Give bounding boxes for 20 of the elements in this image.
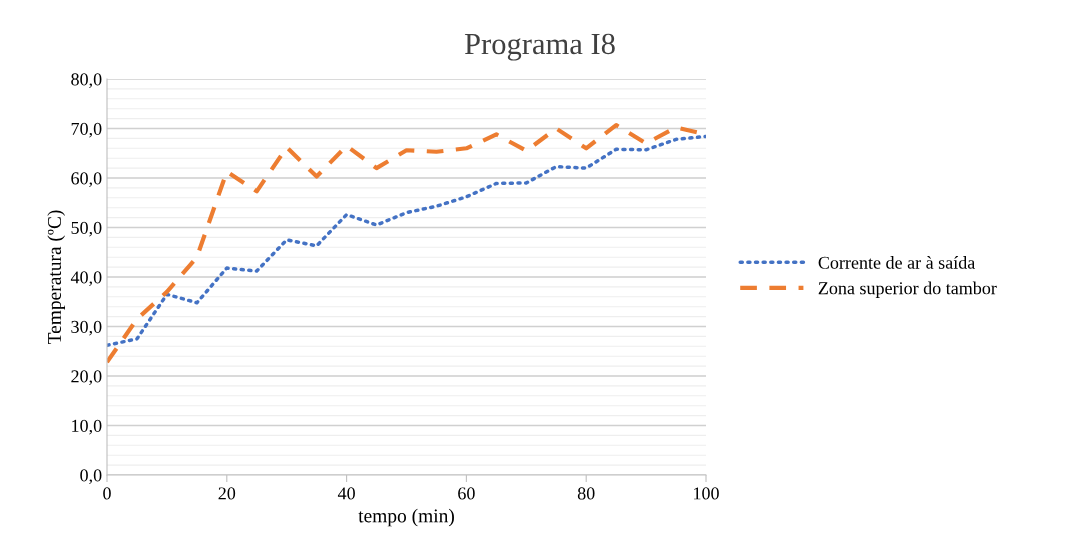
x-axis-title: tempo (min) — [358, 508, 454, 527]
x-tick-label: 80 — [577, 487, 595, 500]
y-tick-label: 40,0 — [70, 271, 102, 287]
y-tick-label: 0,0 — [80, 469, 102, 485]
legend-label: Corrente de ar à saída — [818, 256, 976, 269]
y-tick-label: 80,0 — [71, 73, 102, 89]
y-tick-label: 20,0 — [71, 370, 102, 386]
x-tick-label: 100 — [694, 487, 719, 500]
y-tick-label: 50,0 — [71, 221, 102, 237]
x-tick-label: 0 — [103, 487, 111, 500]
chart-title: Programa I8 — [464, 33, 615, 61]
y-tick-label: 10,0 — [72, 419, 102, 435]
x-tick-label: 40 — [337, 487, 355, 500]
y-tick-label: 30,0 — [71, 320, 102, 336]
legend-label: Zona superior do tambor — [818, 281, 997, 298]
y-axis-title: Temperatura (ºC) — [47, 210, 65, 345]
x-tick-label: 60 — [458, 487, 475, 500]
y-tick-label: 60,0 — [71, 172, 102, 188]
y-tick-label: 70,0 — [71, 122, 102, 138]
x-tick-label: 20 — [218, 487, 236, 500]
